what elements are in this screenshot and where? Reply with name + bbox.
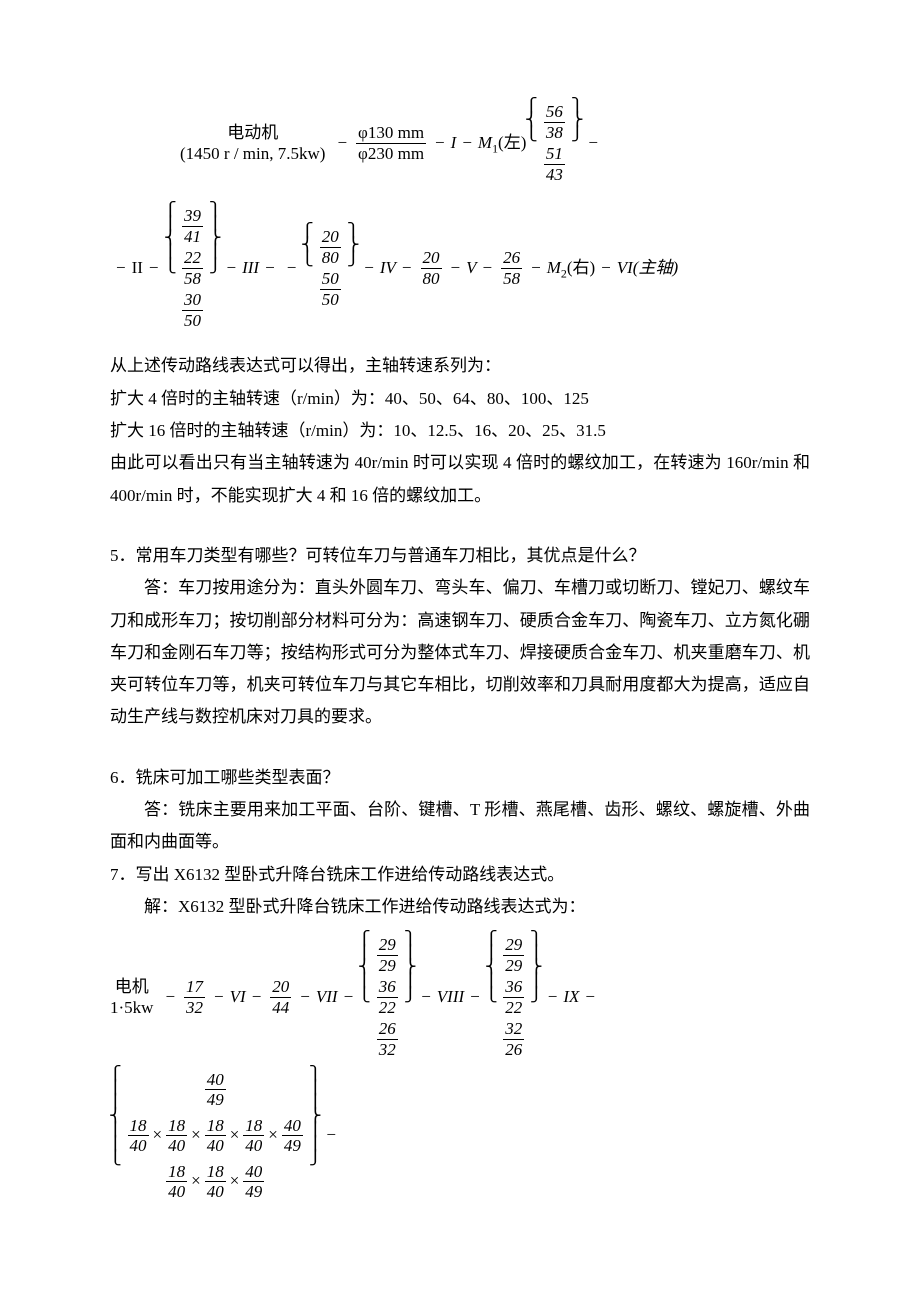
minus-icon: − bbox=[214, 981, 224, 1013]
minus-icon: − bbox=[165, 981, 175, 1013]
clutch-M2: M2(右) bbox=[547, 252, 595, 285]
minus-icon: − bbox=[344, 981, 354, 1013]
gear-brace-5: ⎧⎪⎨⎪⎩ 2929 3622 3226 ⎫⎪⎬⎪⎭ bbox=[486, 933, 542, 1061]
minus-icon: − bbox=[421, 981, 431, 1013]
minus-icon: − bbox=[483, 252, 493, 284]
minus-icon: − bbox=[470, 981, 480, 1013]
spindle-VI: VI(主轴) bbox=[617, 252, 678, 284]
equation-1-line-1: 电动机 (1450 r / min, 7.5kw) − φ130 mm φ230… bbox=[180, 100, 780, 186]
motor-text-1: 电动机 bbox=[227, 123, 278, 142]
minus-icon: − bbox=[585, 981, 595, 1013]
gear-20-80: 20 80 bbox=[421, 248, 442, 288]
axis-VII: VII bbox=[316, 981, 338, 1013]
clutch-M1: M1(左) bbox=[478, 127, 526, 160]
minus-icon: − bbox=[402, 252, 412, 284]
minus-icon: − bbox=[451, 252, 461, 284]
axis-IV: IV bbox=[380, 252, 396, 284]
gear-17-32: 17 32 bbox=[184, 977, 205, 1017]
minus-icon: − bbox=[287, 252, 297, 284]
minus-icon: − bbox=[588, 127, 598, 159]
question-6: 6．铣床可加工哪些类型表面？ bbox=[110, 762, 810, 794]
answer-5: 答：车刀按用途分为：直头外圆车刀、弯头车、偏刀、车槽刀或切断刀、镗妃刀、螺纹车刀… bbox=[110, 572, 810, 733]
axis-V: V bbox=[466, 252, 476, 284]
minus-icon: − bbox=[548, 981, 558, 1013]
motor-label: 电动机 (1450 r / min, 7.5kw) bbox=[180, 122, 325, 165]
equation-1-line-2: − II − ⎧⎪⎨⎪⎩ 3941 2258 3050 ⎫⎪⎬⎪⎭ − III … bbox=[110, 204, 780, 332]
axis-III: III bbox=[242, 252, 259, 284]
motor2-text-2: 1·5kw bbox=[110, 998, 153, 1017]
motor2-label: 电机 1·5kw bbox=[110, 976, 153, 1019]
answer-7: 解：X6132 型卧式升降台铣床工作进给传动路线表达式为： bbox=[110, 891, 810, 923]
big-brace-row-1: 4049 bbox=[125, 1070, 306, 1110]
minus-icon: − bbox=[435, 127, 445, 159]
minus-icon: − bbox=[364, 252, 374, 284]
gear-brace-2: ⎧⎪⎨⎪⎩ 3941 2258 3050 ⎫⎪⎬⎪⎭ bbox=[165, 204, 221, 332]
question-5: 5．常用车刀类型有哪些？可转位车刀与普通车刀相比，其优点是什么？ bbox=[110, 540, 810, 572]
answer-6: 答：铣床主要用来加工平面、台阶、键槽、T 形槽、燕尾槽、齿形、螺纹、螺旋槽、外曲… bbox=[110, 794, 810, 859]
minus-icon: − bbox=[149, 252, 159, 284]
gear-26-58: 26 58 bbox=[501, 248, 522, 288]
minus-icon: − bbox=[337, 127, 347, 159]
gear-brace-3: ⎧⎨⎩ 2080 5050 ⎫⎬⎭ bbox=[302, 225, 358, 311]
equation-2: 电机 1·5kw − 17 32 − VI − 20 44 − VII − ⎧⎪… bbox=[110, 933, 780, 1204]
axis-I: I bbox=[451, 127, 457, 159]
minus-icon: − bbox=[265, 252, 275, 284]
axis-IX: IX bbox=[563, 981, 579, 1013]
minus-icon: − bbox=[326, 1119, 336, 1151]
phi-fraction: φ130 mm φ230 mm bbox=[356, 123, 426, 163]
minus-icon: − bbox=[300, 981, 310, 1013]
minus-icon: − bbox=[462, 127, 472, 159]
minus-icon: − bbox=[601, 252, 611, 284]
gear-brace-4: ⎧⎪⎨⎪⎩ 2929 3622 2632 ⎫⎪⎬⎪⎭ bbox=[359, 933, 415, 1061]
axis-II: II bbox=[132, 252, 143, 284]
axis-VI-2: VI bbox=[230, 981, 246, 1013]
minus-icon: − bbox=[252, 981, 262, 1013]
motor-text-2: (1450 r / min, 7.5kw) bbox=[180, 144, 325, 163]
gear-brace-1: ⎧⎨⎩ 5638 5143 ⎫⎬⎭ bbox=[526, 100, 582, 186]
minus-icon: − bbox=[531, 252, 541, 284]
minus-icon: − bbox=[116, 252, 126, 284]
big-brace-row-3: 1840×1840×4049 bbox=[125, 1162, 306, 1202]
minus-icon: − bbox=[227, 252, 237, 284]
question-7: 7．写出 X6132 型卧式升降台铣床工作进给传动路线表达式。 bbox=[110, 859, 810, 891]
page: 电动机 (1450 r / min, 7.5kw) − φ130 mm φ230… bbox=[0, 0, 920, 1282]
text-line-4: 由此可以看出只有当主轴转速为 40r/min 时可以实现 4 倍时的螺纹加工，在… bbox=[110, 447, 810, 512]
gear-20-44: 20 44 bbox=[270, 977, 291, 1017]
text-line-1: 从上述传动路线表达式可以得出，主轴转速系列为： bbox=[110, 350, 810, 382]
big-brace-row-2: 1840×1840×1840×1840×4049 bbox=[125, 1116, 306, 1156]
text-line-3: 扩大 16 倍时的主轴转速（r/min）为：10、12.5、16、20、25、3… bbox=[110, 415, 810, 447]
gear-brace-big: ⎧⎪⎪⎨⎪⎪⎩ 4049 1840×1840×1840×1840×4049 18… bbox=[110, 1068, 320, 1204]
motor2-text-1: 电机 bbox=[115, 977, 149, 996]
axis-VIII: VIII bbox=[437, 981, 464, 1013]
text-line-2: 扩大 4 倍时的主轴转速（r/min）为：40、50、64、80、100、125 bbox=[110, 383, 810, 415]
